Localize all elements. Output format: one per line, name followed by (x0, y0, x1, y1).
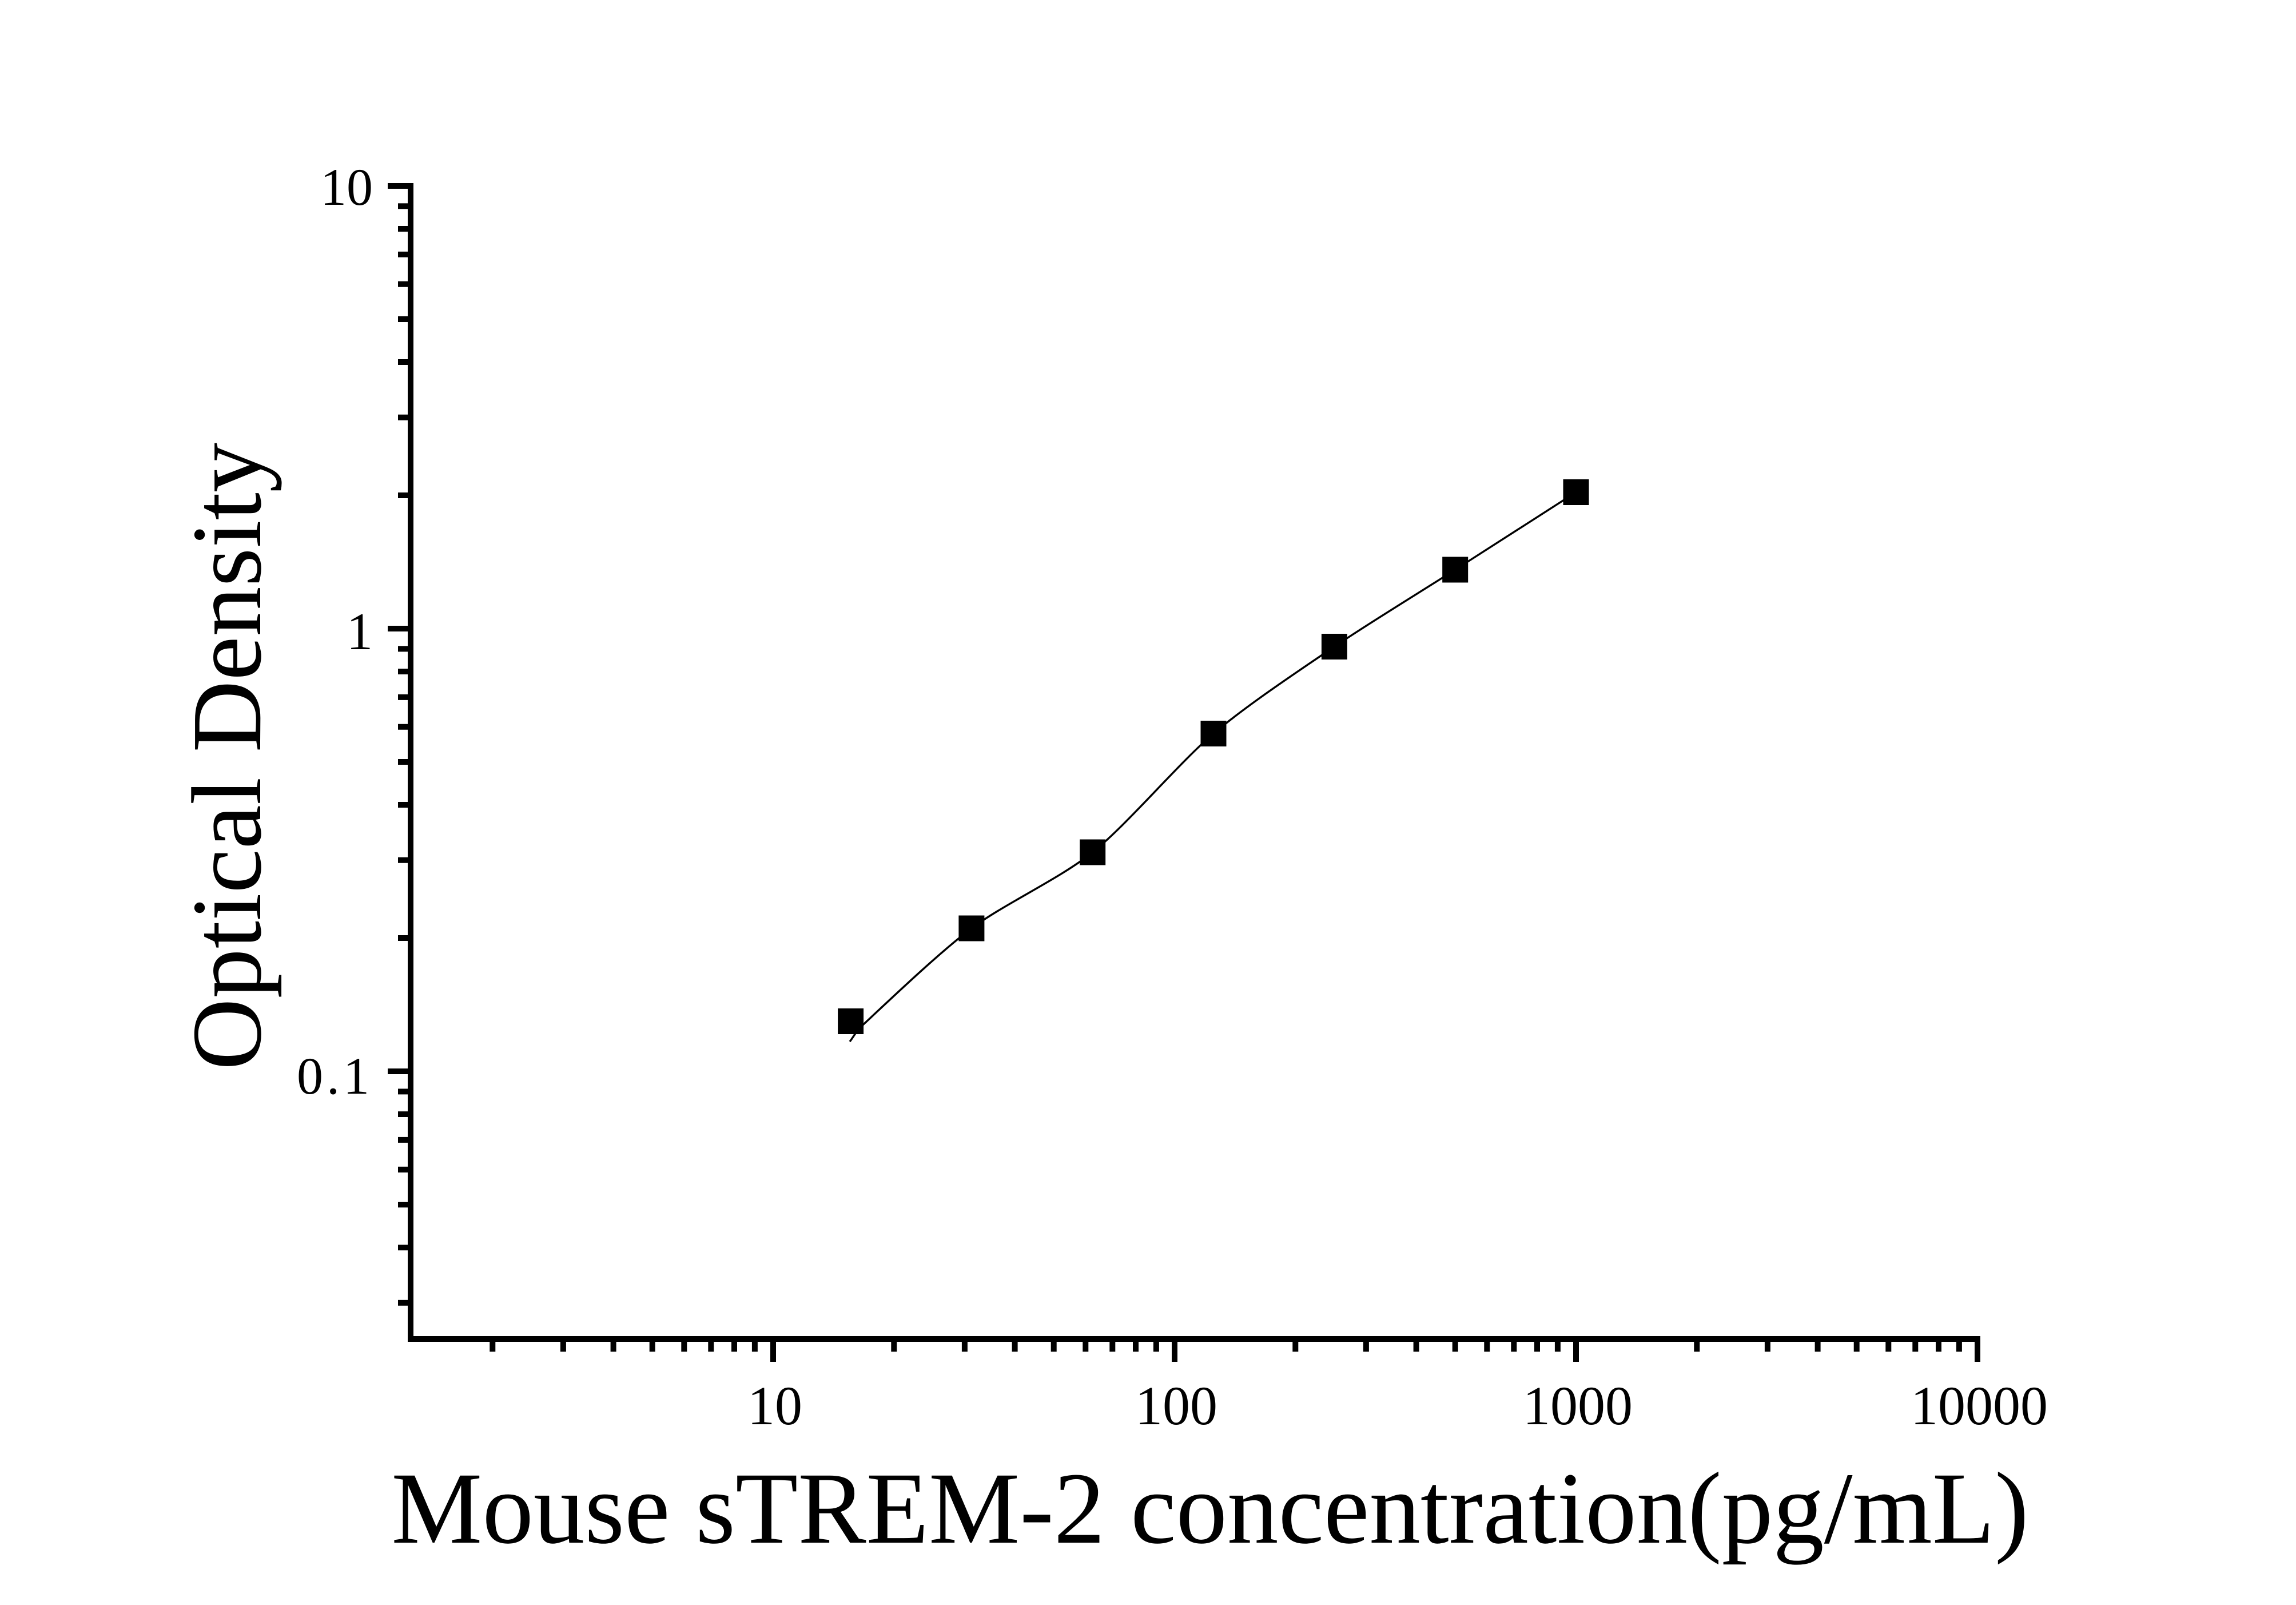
svg-text:Optical Density: Optical Density (172, 443, 282, 1070)
svg-text:Mouse sTREM-2 concentration(pg: Mouse sTREM-2 concentration(pg/mL) (391, 1451, 2028, 1565)
svg-text:0.1: 0.1 (297, 1047, 373, 1105)
svg-text:10000: 10000 (1911, 1375, 2048, 1436)
svg-text:10: 10 (747, 1375, 802, 1436)
svg-text:1000: 1000 (1523, 1375, 1633, 1436)
svg-text:1: 1 (347, 602, 373, 661)
svg-text:100: 100 (1135, 1375, 1217, 1436)
svg-text:10: 10 (320, 158, 373, 216)
